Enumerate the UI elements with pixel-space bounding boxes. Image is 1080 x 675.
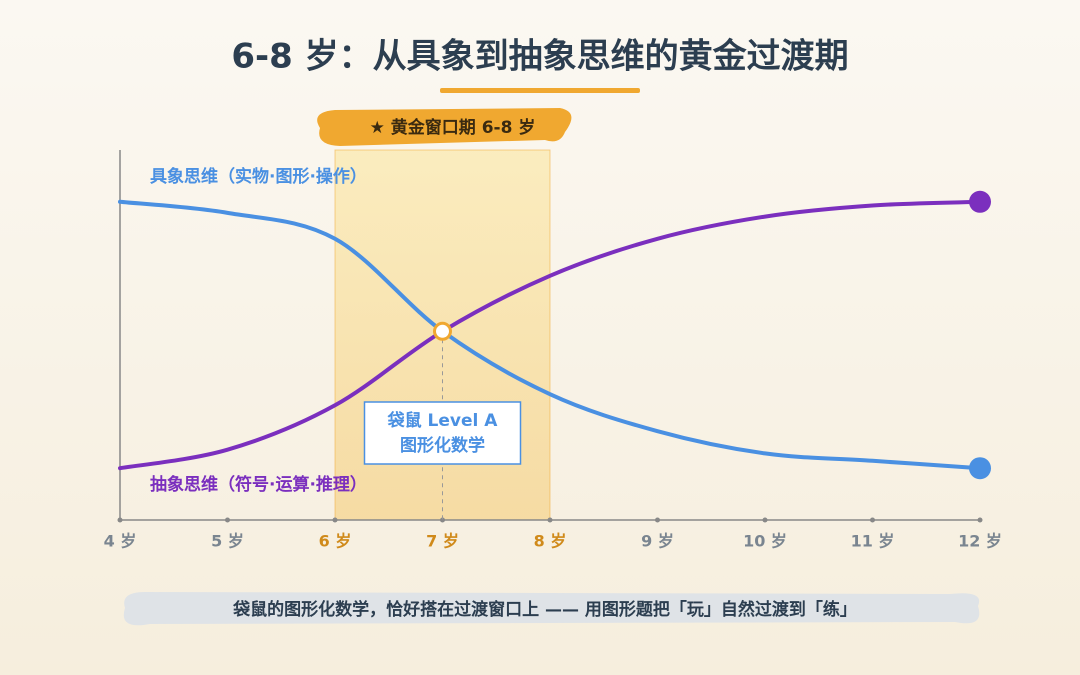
callout-text: 袋鼠 Level A: [387, 410, 499, 431]
x-tick-label: 11 岁: [851, 532, 895, 551]
end-point: [969, 457, 991, 480]
series-label: 具象思维（实物·图形·操作）: [149, 166, 367, 187]
footer-bg: [123, 592, 980, 626]
x-tick-label: 6 岁: [319, 532, 352, 551]
x-tick: [225, 517, 230, 523]
x-tick-label: 10 岁: [743, 532, 787, 551]
x-tick: [547, 517, 553, 523]
footer: 袋鼠的图形化数学，恰好搭在过渡窗口上 —— 用图形题把「玩」自然过渡到「练」: [232, 599, 857, 620]
callout-box: [363, 401, 522, 465]
x-tick: [332, 517, 338, 523]
x-tick-label: 5 岁: [211, 532, 244, 551]
x-tick-label: 9 岁: [641, 532, 674, 551]
x-tick: [117, 517, 123, 523]
window-label: ★ 黄金窗口期 6-8 岁: [370, 117, 536, 138]
end-point: [969, 190, 991, 213]
window-tag-bg: [317, 108, 572, 146]
callout-text: 图形化数学: [400, 435, 485, 456]
crossing-point: [433, 321, 452, 341]
title-underline: [440, 88, 640, 93]
x-tick: [977, 517, 983, 523]
x-tick: [655, 517, 660, 523]
x-tick: [440, 517, 445, 523]
series-label: 抽象思维（符号·运算·推理）: [150, 474, 367, 495]
x-tick: [762, 517, 768, 523]
x-tick-label: 7 岁: [426, 532, 459, 551]
x-tick: [870, 517, 875, 523]
x-tick-label: 12 岁: [958, 532, 1002, 551]
x-tick-label: 8 岁: [534, 532, 567, 551]
chart-title: 6-8 岁：从具象到抽象思维的黄金过渡期: [231, 37, 848, 77]
series-line: [118, 199, 982, 471]
series-line: [118, 199, 982, 471]
x-tick-label: 4 岁: [104, 532, 137, 551]
